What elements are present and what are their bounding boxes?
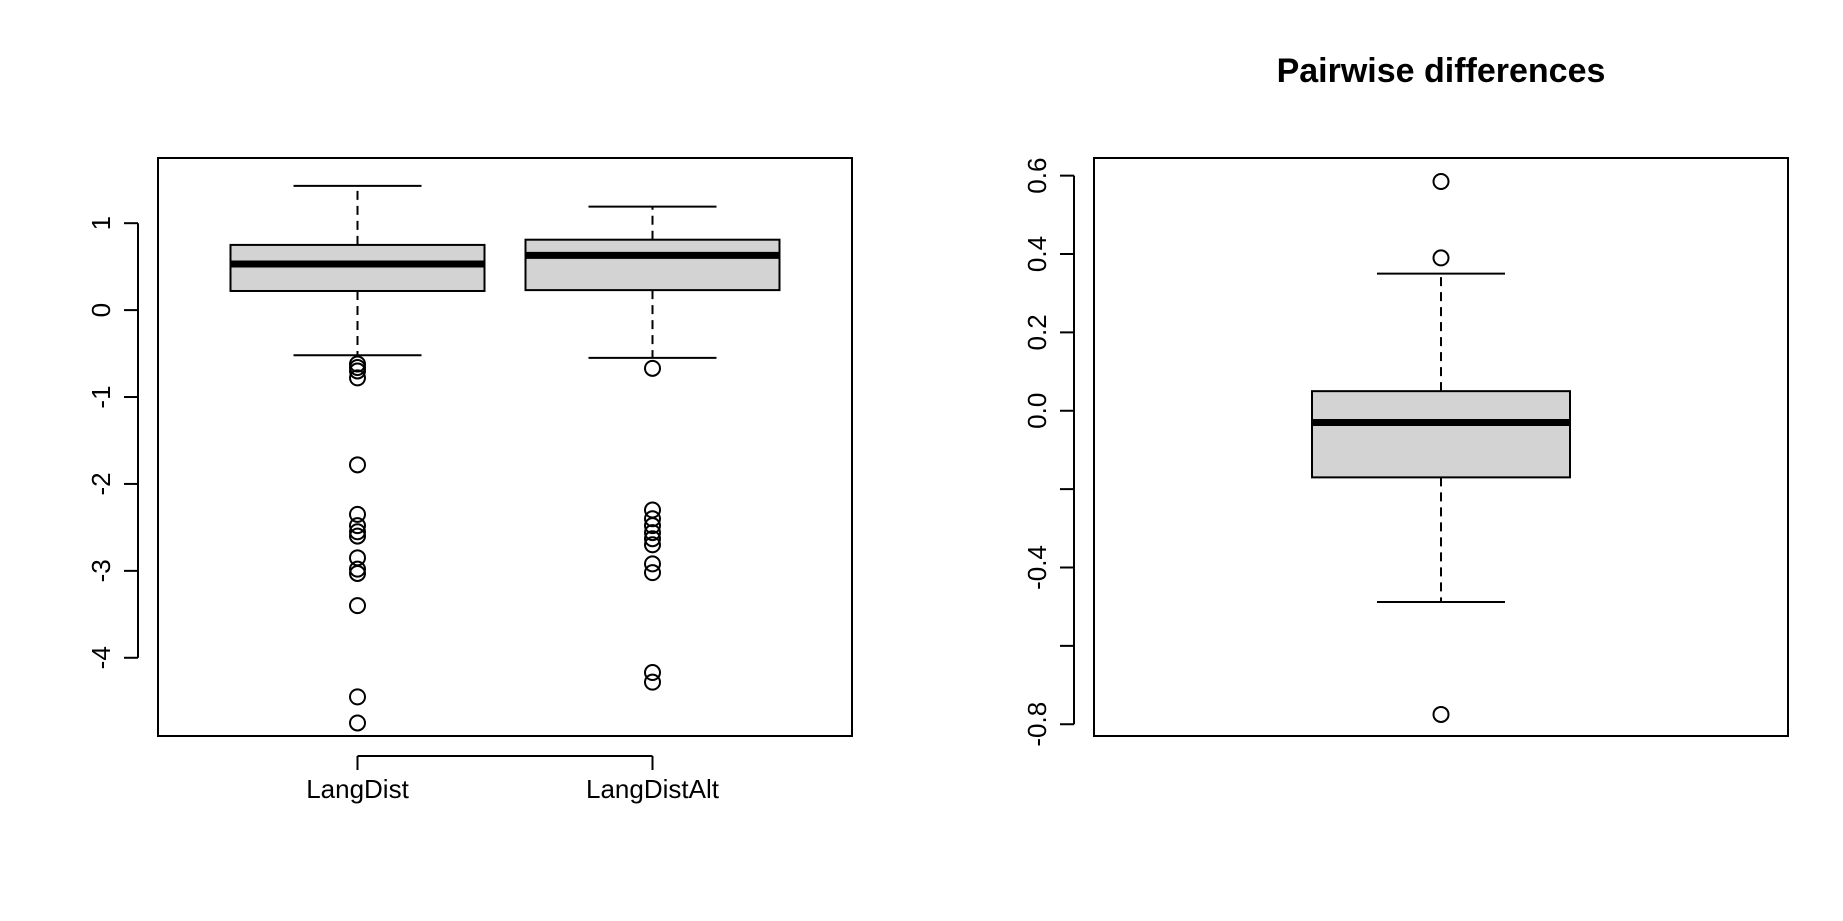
outlier-point bbox=[644, 564, 661, 582]
outlier-point bbox=[644, 524, 661, 542]
outlier-point bbox=[349, 369, 366, 387]
plot-frame bbox=[1093, 157, 1789, 737]
y-tick-label: 0.2 bbox=[1022, 314, 1052, 350]
y-tick-label: 0.0 bbox=[1022, 393, 1052, 429]
outlier-point bbox=[1432, 705, 1450, 723]
outlier-point bbox=[349, 688, 366, 706]
outlier-point bbox=[644, 501, 661, 519]
y-tick-label: -0.4 bbox=[1022, 545, 1052, 590]
y-tick-label: -0.8 bbox=[1022, 702, 1052, 747]
outlier-point bbox=[349, 560, 366, 578]
left-boxplot-panel: 1 0 -1 -2 -3 -4 LangDist LangDistAlt bbox=[86, 157, 853, 804]
outlier-point bbox=[644, 517, 661, 535]
outlier-point bbox=[349, 714, 366, 732]
chart-title: Pairwise differences bbox=[1277, 52, 1606, 90]
outlier-point bbox=[349, 523, 366, 541]
outlier-point bbox=[644, 536, 661, 554]
x-tick-label: LangDist bbox=[306, 774, 409, 804]
outlier-point bbox=[644, 555, 661, 573]
outlier-point bbox=[349, 362, 366, 380]
y-tick-label: 1 bbox=[86, 216, 116, 230]
y-tick-label: -3 bbox=[86, 559, 116, 582]
outlier-point bbox=[349, 505, 366, 523]
outlier-point bbox=[349, 597, 366, 615]
outlier-point bbox=[1432, 173, 1450, 191]
outlier-point bbox=[644, 510, 661, 528]
y-tick-label: 0.6 bbox=[1022, 158, 1052, 194]
outlier-point bbox=[349, 527, 366, 545]
y-tick-label: 0.4 bbox=[1022, 236, 1052, 272]
pairwise-differences-panel: Pairwise differences 0.6 0.4 0.2 0.0 -0.4 -0.8 bbox=[1022, 52, 1789, 747]
box-iqr bbox=[1311, 390, 1571, 479]
outlier-point bbox=[349, 456, 366, 474]
y-tick-label: -2 bbox=[86, 472, 116, 495]
x-tick-label: LangDistAlt bbox=[586, 774, 720, 804]
outlier-point bbox=[349, 564, 366, 582]
y-tick-label: -4 bbox=[86, 646, 116, 669]
outlier-point bbox=[644, 359, 661, 377]
y-tick-label: -1 bbox=[86, 385, 116, 408]
outlier-point bbox=[349, 517, 366, 535]
plot-frame bbox=[157, 157, 853, 737]
box-iqr bbox=[524, 238, 781, 292]
y-tick-label: 0 bbox=[86, 303, 116, 317]
box-iqr bbox=[229, 243, 486, 292]
outlier-point bbox=[1432, 249, 1450, 267]
outlier-point bbox=[644, 664, 661, 682]
outlier-point bbox=[644, 530, 661, 548]
outlier-point bbox=[644, 673, 661, 691]
